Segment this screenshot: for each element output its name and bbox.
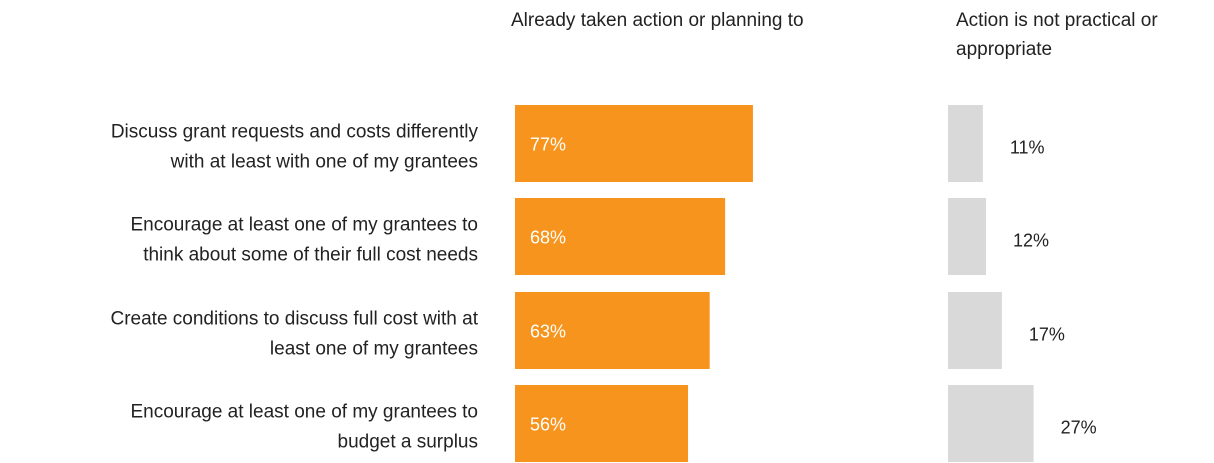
data-label-not-practical: 27%	[1061, 418, 1097, 438]
data-label-not-practical: 12%	[1013, 231, 1049, 251]
data-label-not-practical: 17%	[1029, 325, 1065, 345]
category-label: Encourage at least one of my grantees to…	[131, 402, 479, 453]
bar-not-practical	[948, 198, 987, 275]
series-header-not-practical: Action is not practical or appropriate	[956, 10, 1158, 60]
data-label-taken-action: 56%	[530, 415, 566, 435]
bar-not-practical	[948, 292, 1002, 369]
category-label: Encourage at least one of my grantees to…	[131, 215, 479, 266]
category-label: Create conditions to discuss full cost w…	[110, 309, 478, 360]
data-label-taken-action: 77%	[530, 135, 566, 155]
data-label-taken-action: 63%	[530, 322, 566, 342]
category-label: Discuss grant requests and costs differe…	[111, 122, 479, 173]
data-label-not-practical: 11%	[1010, 138, 1045, 158]
bar-taken-action	[515, 385, 689, 462]
bar-not-practical	[948, 105, 983, 182]
bar-taken-action	[515, 198, 726, 275]
data-label-taken-action: 68%	[530, 228, 566, 248]
series-header-taken-action: Already taken action or planning to	[511, 10, 804, 31]
bar-taken-action	[515, 105, 753, 182]
bar-taken-action	[515, 292, 710, 369]
bar-not-practical	[948, 385, 1034, 462]
